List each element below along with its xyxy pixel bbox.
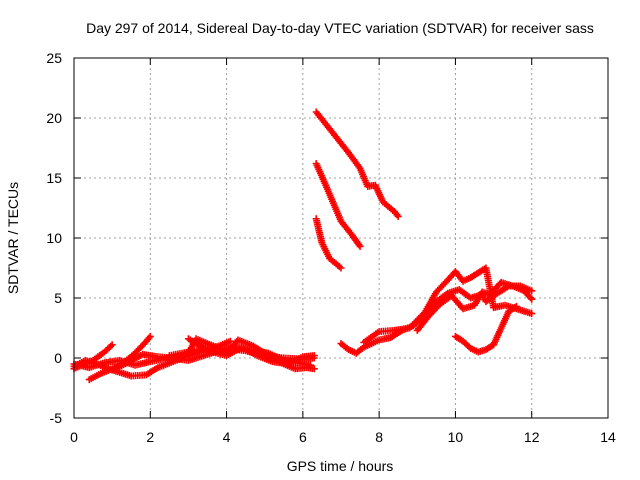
x-tick-label: 4: [223, 429, 231, 445]
y-tick-label: 20: [46, 110, 62, 126]
y-tick-label: 5: [54, 290, 62, 306]
x-tick-label: 6: [299, 429, 307, 445]
data-point: [394, 212, 402, 220]
series-arc-j: [312, 215, 345, 272]
series-arc-g: [184, 335, 318, 368]
chart-title: Day 297 of 2014, Sidereal Day-to-day VTE…: [86, 20, 594, 36]
y-tick-label: 10: [46, 230, 62, 246]
data-point-interp: [107, 342, 115, 350]
axis-ticks: [73, 57, 609, 419]
y-axis-label: SDTVAR / TECUs: [5, 182, 21, 294]
y-tick-labels: -5 0 5 10 15 20 25: [46, 50, 62, 426]
x-tick-label: 8: [375, 429, 383, 445]
x-tick-labels: 0 2 4 6 8 10 12 14: [70, 429, 616, 445]
series-arc-h: [312, 108, 402, 220]
data-point: [337, 264, 345, 272]
x-axis-label: GPS time / hours: [287, 458, 394, 474]
y-tick-label: 25: [46, 50, 62, 66]
x-tick-label: 0: [70, 429, 78, 445]
series-arc-n: [451, 302, 520, 356]
data-point: [310, 352, 318, 360]
y-tick-label: 0: [54, 350, 62, 366]
data-point: [528, 287, 536, 295]
y-tick-label: 15: [46, 170, 62, 186]
series-arc-i: [312, 160, 364, 250]
data-point: [146, 332, 154, 340]
data-point: [528, 295, 536, 303]
data-point: [356, 242, 364, 250]
series-arc-m: [413, 278, 536, 334]
data-point-interp: [526, 294, 534, 302]
data-point: [528, 310, 536, 318]
data-point: [108, 341, 116, 349]
x-tick-label: 2: [146, 429, 154, 445]
grid: [74, 58, 608, 418]
x-tick-label: 12: [524, 429, 540, 445]
x-tick-label: 14: [600, 429, 616, 445]
data-point: [226, 337, 234, 345]
data-point-interp: [511, 303, 519, 311]
y-tick-label: -5: [50, 410, 63, 426]
x-tick-label: 10: [448, 429, 464, 445]
data-point: [310, 365, 318, 373]
data-point: [512, 302, 520, 310]
data-points: [70, 108, 536, 384]
